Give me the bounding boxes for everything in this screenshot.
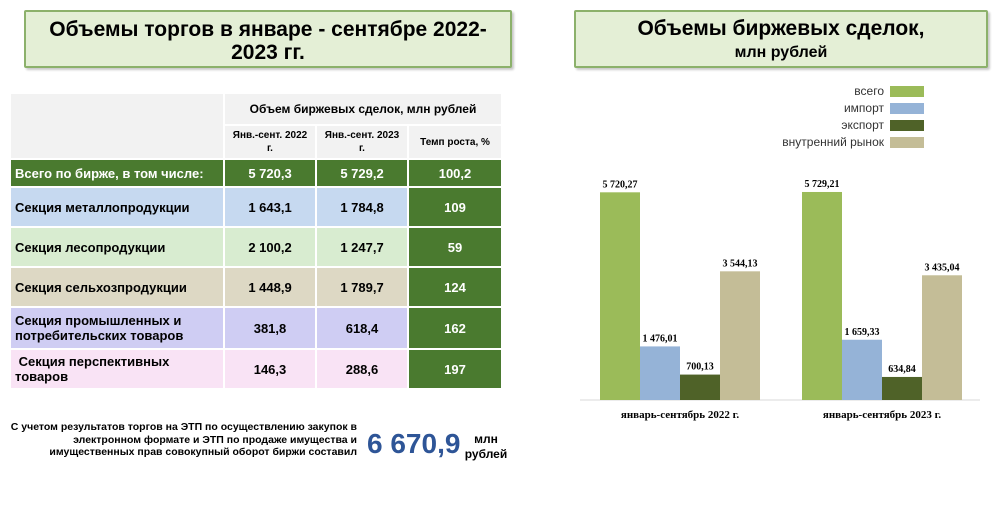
chart-title: Объемы биржевых сделок,: [637, 17, 925, 40]
bar-0-0: [600, 192, 640, 400]
data-label: 5 720,27: [603, 179, 638, 190]
footnote-text: С учетом результатов торгов на ЭТП по ос…: [10, 421, 357, 458]
row-value-2023: 1 789,7: [317, 268, 407, 306]
data-label: 1 659,33: [845, 327, 880, 338]
table-row: Секция перспективных товаров 146,3 288,6…: [11, 350, 501, 388]
table-row: Секция сельхозпродукции 1 448,9 1 789,7 …: [11, 268, 501, 306]
chart-subtitle: млн рублей: [734, 44, 828, 61]
table-group-header: Объем биржевых сделок, млн рублей: [225, 94, 501, 124]
row-label: Всего по бирже, в том числе:: [11, 160, 223, 186]
column-header-2023: Янв.-сент. 2023 г.: [317, 126, 407, 158]
bar-1-3: [922, 275, 962, 400]
data-label: 3 435,04: [925, 262, 960, 273]
bar-chart: всего импорт экспорт внутренний рынок 5 720,…: [580, 84, 980, 421]
column-header-2022: Янв.-сент. 2022 г.: [225, 126, 315, 158]
bar-0-1: [640, 346, 680, 400]
right-panel-title: Объемы биржевых сделок, млн рублей: [574, 10, 988, 68]
row-rate: 197: [409, 350, 501, 388]
row-label: Секция металлопродукции: [11, 188, 223, 226]
legend-label: всего: [854, 84, 884, 98]
row-rate: 100,2: [409, 160, 501, 186]
row-value-2022: 2 100,2: [225, 228, 315, 266]
row-value-2023: 288,6: [317, 350, 407, 388]
row-label: Секция перспективных товаров: [11, 350, 223, 388]
legend-label: внутренний рынок: [782, 135, 884, 149]
total-turnover-unit: млн рублей: [464, 432, 508, 461]
legend-swatch: [890, 86, 924, 97]
bar-1-2: [882, 376, 922, 400]
row-value-2022: 1 643,1: [225, 188, 315, 226]
row-value-2023: 1 247,7: [317, 228, 407, 266]
bar-1-0: [802, 191, 842, 400]
data-label: 700,13: [686, 362, 714, 373]
row-label: Секция сельхозпродукции: [11, 268, 223, 306]
table-header-blank: [11, 94, 223, 158]
total-turnover-value: 6 670,9: [367, 428, 461, 459]
row-rate: 109: [409, 188, 501, 226]
column-header-rate: Темп роста, %: [409, 126, 501, 158]
data-label: 5 729,21: [805, 179, 840, 190]
table-row-total: Всего по бирже, в том числе: 5 720,3 5 7…: [11, 160, 501, 186]
category-label: январь-сентябрь 2022 г.: [621, 409, 739, 421]
bar-1-1: [842, 339, 882, 400]
row-value-2023: 5 729,2: [317, 160, 407, 186]
row-value-2023: 1 784,8: [317, 188, 407, 226]
bar-0-3: [720, 271, 760, 400]
row-label: Секция лесопродукции: [11, 228, 223, 266]
row-rate: 162: [409, 308, 501, 348]
table-row: Секция промышленных и потребительских то…: [11, 308, 501, 348]
row-value-2022: 146,3: [225, 350, 315, 388]
row-value-2022: 381,8: [225, 308, 315, 348]
row-rate: 124: [409, 268, 501, 306]
legend-label: импорт: [844, 101, 885, 115]
legend-label: экспорт: [841, 118, 884, 132]
table-row: Секция лесопродукции 2 100,2 1 247,7 59: [11, 228, 501, 266]
left-panel-title: Объемы торгов в январе - сентябре 2022-2…: [24, 10, 512, 68]
row-label: Секция промышленных и потребительских то…: [11, 308, 223, 348]
row-rate: 59: [409, 228, 501, 266]
data-label: 1 476,01: [643, 333, 678, 344]
row-value-2023: 618,4: [317, 308, 407, 348]
row-value-2022: 1 448,9: [225, 268, 315, 306]
legend-swatch: [890, 137, 924, 148]
trade-volume-table: Объем биржевых сделок, млн рублей Янв.-с…: [9, 92, 503, 390]
data-label: 3 544,13: [723, 258, 758, 269]
bar-0-2: [680, 374, 720, 400]
row-value-2022: 5 720,3: [225, 160, 315, 186]
table-row: Секция металлопродукции 1 643,1 1 784,8 …: [11, 188, 501, 226]
category-label: январь-сентябрь 2023 г.: [823, 409, 941, 421]
legend-swatch: [890, 103, 924, 114]
legend-swatch: [890, 120, 924, 131]
data-label: 634,84: [888, 364, 916, 375]
